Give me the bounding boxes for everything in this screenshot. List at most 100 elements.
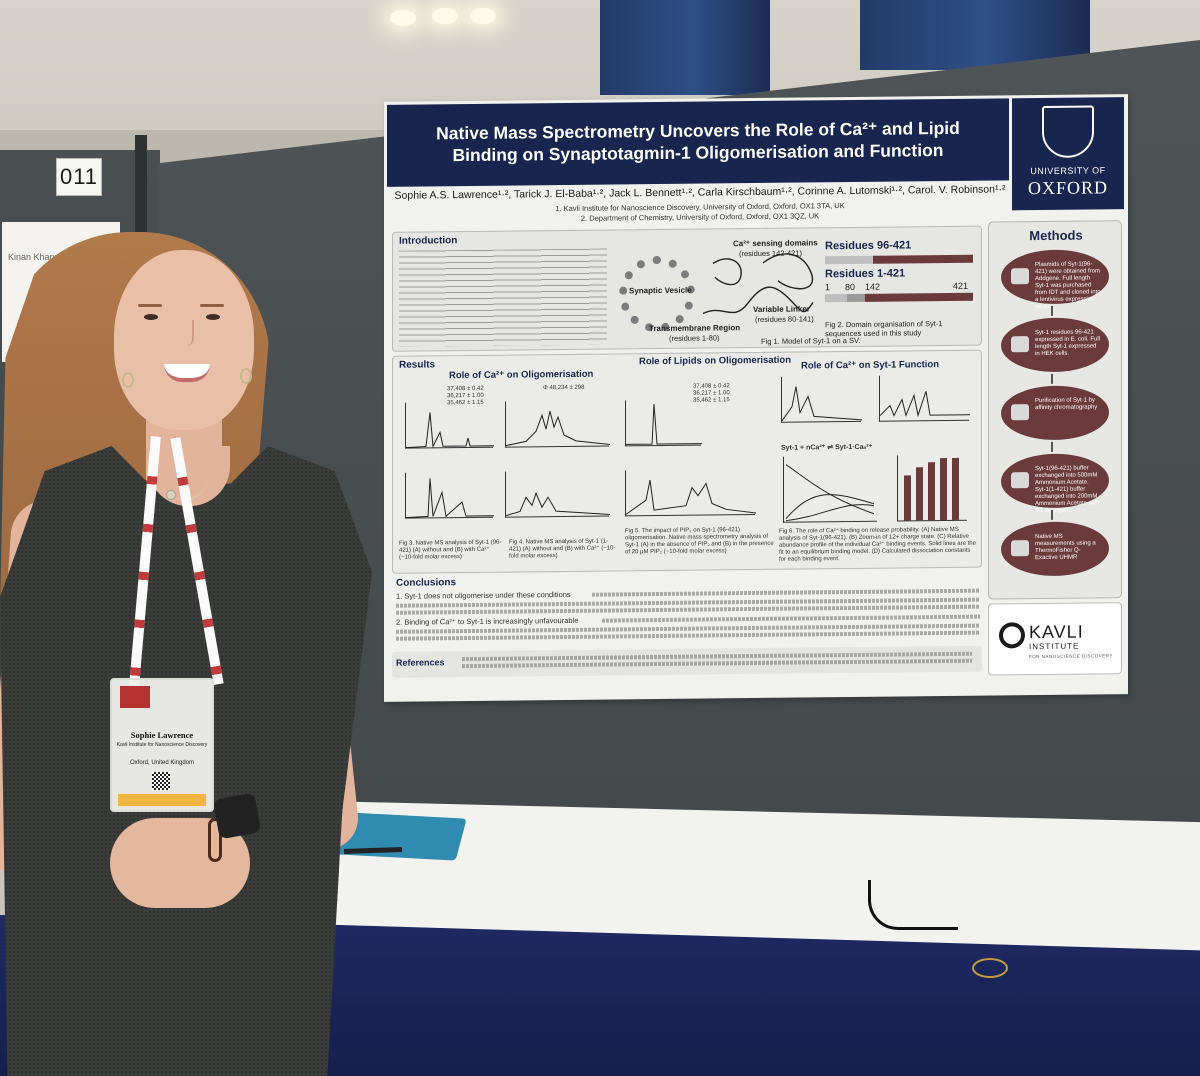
introduction-text [399,248,607,347]
spectrum-plot [781,375,862,423]
residues-96-421-title: Residues 96-421 [825,239,912,253]
booth-number: 011 [56,158,102,196]
residue-bar-linker [825,255,873,265]
crest-icon [1042,105,1094,159]
method-step: Syt-1 residues 96-421 expressed in E. co… [1001,317,1109,373]
ca-domains-label: Ca²⁺ sensing domains [733,238,818,249]
spectrum-plot [879,374,970,422]
conclusions-heading: Conclusions [396,577,457,589]
ca-domains-range: (residues 142-421) [739,248,802,259]
residue-number: 1 [825,282,831,293]
references-heading: References [396,657,445,668]
spectrum-plot [625,399,702,447]
qr-code-icon [152,772,170,790]
dissociation-bar-chart [897,454,967,522]
eye [206,314,220,320]
residue-number: 142 [865,281,881,292]
oxford-line-1: UNIVERSITY OF [1030,165,1106,177]
figure-4-caption: Fig 4. Native MS analysis of Syt-1 (1-42… [509,538,616,560]
residue-number: 421 [953,280,969,291]
dissociation-bar [952,457,959,520]
abundance-plot [783,455,877,523]
residue-bar-c2 [865,292,973,302]
residue-bar-tm [825,294,847,303]
figure-2-caption: Fig 2. Domain organisation of Syt-1 sequ… [825,319,943,339]
methods-section: Methods Plasmids of Syt-1(96-421) were o… [988,220,1122,600]
method-step: Syt-1(96-421) buffer exchanged into 500m… [1001,453,1109,514]
conclusion-text [592,588,980,597]
protein-model-diagram [702,253,814,315]
conference-logo-icon [120,686,150,708]
results-section: Results Role of Ca²⁺ on Oligomerisation … [392,349,982,574]
arrow-down-icon [1051,441,1053,452]
conclusion-point-1: 1. Syt-1 does not oligomerise under thes… [396,589,571,601]
method-step: Purification of Syt-1 by affinity chroma… [1001,385,1109,441]
binding-equation: Syt-1 + nCa²⁺ ⇌ Syt-1·Caₙ²⁺ [781,443,873,452]
poster-title: Native Mass Spectrometry Uncovers the Ro… [403,117,993,167]
rubber-band [972,958,1008,978]
earring-icon [122,372,134,388]
arrow-down-icon [1051,305,1053,316]
residues-1-421-title: Residues 1-421 [825,267,906,281]
research-poster: Native Mass Spectrometry Uncovers the Ro… [384,94,1128,702]
spectrum-plot [505,400,610,448]
residue-bar-c2 [873,254,973,264]
methods-heading: Methods [1029,227,1083,244]
spectrum-plot [625,469,756,517]
dissociation-bar [904,475,911,521]
introduction-section: Introduction Synaptic Vesicle Ca²⁺ sensi… [392,225,982,352]
transmembrane-range: (residues 1-80) [669,333,720,343]
figure-3-caption: Fig 3. Native MS analysis of Syt-1 (96-4… [399,539,502,561]
method-step: Native MS measurements using a ThermoFis… [1001,521,1109,577]
pendant-icon [166,490,176,500]
synaptic-vesicle-label: Synaptic Vesicle [629,285,692,296]
kavli-word: KAVLI [1029,621,1084,643]
dissociation-bar [940,457,947,521]
kavli-mark-icon [999,622,1025,649]
earring-icon [240,368,252,384]
nose [180,320,194,346]
eyebrow [138,304,162,307]
role-ca-oligomerisation: Role of Ca²⁺ on Oligomerisation [449,368,594,382]
cable [868,880,958,930]
poster-header: Native Mass Spectrometry Uncovers the Ro… [387,98,1009,187]
references-section: References [392,645,982,678]
variable-linker-label: Variable Linker [753,304,810,315]
smile [164,364,210,382]
spectrum-plot [405,401,494,449]
results-heading: Results [399,359,436,371]
name-badge: Sophie Lawrence Kavli Institute for Nano… [110,678,214,812]
role-ca-function: Role of Ca²⁺ on Syt-1 Function [801,359,940,372]
kavli-logo: KAVLI INSTITUTE FOR NANOSCIENCE DISCOVER… [988,602,1122,676]
oxford-logo: UNIVERSITY OF OXFORD [1012,97,1124,211]
figure-5-caption: Fig 5. The impact of PIP₂ on Syt-1 (96-4… [625,527,774,556]
badge-location: Oxford, United Kingdom [129,760,195,766]
ceiling-beam [600,0,770,95]
residue-number: 80 [845,281,856,293]
authors: Sophie A.S. Lawrence¹·², Tarick J. El-Ba… [394,183,1006,202]
eye [144,314,158,320]
arrow-down-icon [1051,373,1053,384]
ceiling-light [432,8,458,24]
method-step: Plasmids of Syt-1(96-421) were obtained … [1001,249,1109,310]
badge-organisation: Kavli Institute for Nanoscience Discover… [116,742,208,748]
ceiling-light [390,10,416,26]
spectrum-plot [505,470,610,518]
role-lipids-oligomerisation: Role of Lipids on Oligomerisation [639,354,792,368]
kavli-tagline: FOR NANOSCIENCE DISCOVERY [1029,653,1113,660]
spectrum-plot [405,471,494,519]
kavli-subtitle: INSTITUTE [1029,641,1080,652]
dissociation-bar [916,467,923,521]
ceiling-light [470,8,496,24]
mass-readout-b: Φ 48,234 ± 298 [543,384,585,392]
badge-strip [118,794,206,806]
dissociation-bar [928,462,935,521]
conclusion-point-2: 2. Binding of Ca²⁺ to Syt-1 is increasin… [396,615,579,627]
badge-name: Sophie Lawrence [130,730,194,740]
eyebrow [200,304,224,307]
residue-bar-linker [847,293,865,303]
introduction-heading: Introduction [399,235,458,247]
transmembrane-label: Transmembrane Region [649,323,741,334]
arrow-down-icon [1051,509,1053,520]
